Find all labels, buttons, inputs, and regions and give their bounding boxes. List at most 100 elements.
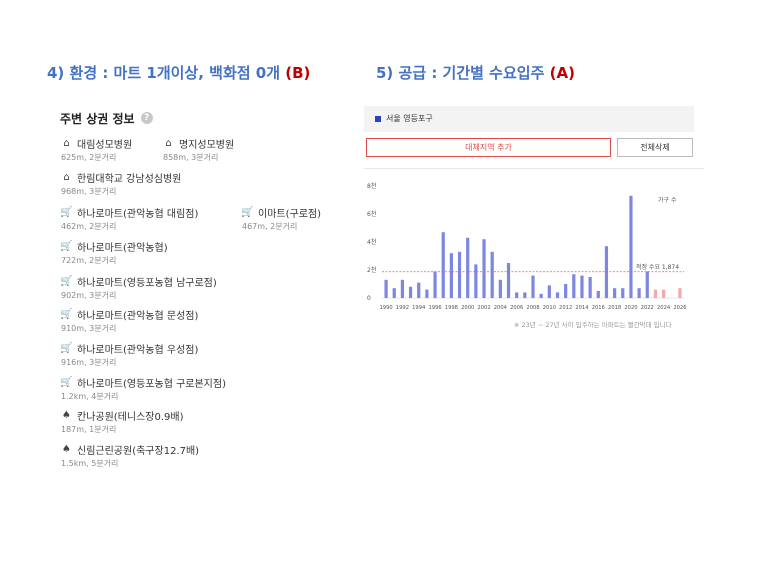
poi-name: 한림대학교 강남성심병원 bbox=[77, 174, 182, 185]
reference-label: 적정 수요 1,874 bbox=[636, 264, 679, 271]
poi-distance: 916m, 3분거리 bbox=[61, 358, 117, 367]
card-divider bbox=[364, 168, 704, 169]
heading-supply-text: 5) 공급 : 기간별 수요입주 bbox=[376, 64, 550, 82]
x-tick-label: 2016 bbox=[592, 305, 605, 311]
panel-title: 주변 상권 정보 ? bbox=[60, 110, 360, 126]
bar-2009 bbox=[539, 293, 543, 298]
poi-item[interactable]: ⌂ 명지성모병원 858m, 3분거리 bbox=[162, 137, 234, 163]
bar-1996 bbox=[433, 271, 437, 298]
bar-1993 bbox=[408, 286, 413, 298]
bar-2016 bbox=[596, 291, 600, 298]
x-tick-label: 2014 bbox=[575, 305, 589, 311]
cart-icon: 🛒 bbox=[241, 207, 254, 218]
poi-name-row: ♠ 칸나공원(테니스장0.9배) bbox=[60, 409, 184, 423]
y-tick-label: 2천 bbox=[367, 266, 376, 274]
bar-2011 bbox=[555, 292, 560, 298]
poi-name: 이마트(구로점) bbox=[258, 209, 322, 220]
poi-name-row: ⌂ 한림대학교 강남성심병원 bbox=[60, 171, 182, 185]
region-name: 서울 영등포구 bbox=[386, 114, 433, 123]
heading-supply-tag: (A) bbox=[549, 64, 575, 82]
bar-2013 bbox=[572, 274, 576, 298]
bar-2001 bbox=[474, 264, 478, 298]
poi-item[interactable]: ♠ 칸나공원(테니스장0.9배) 187m, 1분거리 bbox=[60, 409, 184, 435]
poi-distance: 625m, 2분거리 bbox=[61, 153, 117, 162]
bar-2015 bbox=[588, 277, 592, 298]
cart-icon: 🛒 bbox=[60, 207, 73, 218]
poi-item[interactable]: 🛒 하나로마트(영등포농협 구로본지점) 1.2km, 4분거리 bbox=[60, 376, 226, 402]
poi-name-row: 🛒 하나로마트(관악농협) bbox=[60, 240, 168, 254]
help-icon[interactable]: ? bbox=[140, 112, 153, 124]
heading-environment-text: 4) 환경 : 마트 1개이상, 백화점 0개 bbox=[47, 64, 286, 82]
x-tick-label: 1996 bbox=[428, 305, 441, 311]
poi-item[interactable]: 🛒 하나로마트(영등포농협 남구로점) 902m, 3분거리 bbox=[60, 275, 217, 301]
x-tick-label: 1998 bbox=[445, 305, 458, 311]
bar-1998 bbox=[449, 253, 453, 298]
poi-name-row: 🛒 하나로마트(관악농협 문성점) bbox=[60, 308, 198, 322]
add-region-button[interactable]: 대체지역 추가 bbox=[366, 138, 611, 157]
bar-2005 bbox=[506, 263, 511, 298]
bar-2004 bbox=[498, 279, 502, 298]
poi-item[interactable]: 🛒 하나로마트(관악농협 우성점) 916m, 3분거리 bbox=[60, 342, 198, 368]
y-tick-label: 0 bbox=[367, 295, 371, 302]
bar-2026 bbox=[678, 288, 682, 298]
park-icon: ♠ bbox=[62, 410, 71, 421]
cart-icon: 🛒 bbox=[60, 276, 73, 287]
bar-2010 bbox=[547, 285, 551, 298]
poi-name: 하나로마트(영등포농협 남구로점) bbox=[77, 278, 217, 289]
y-tick-label: 8천 bbox=[367, 182, 376, 190]
section-heading-supply: 5) 공급 : 기간별 수요입주 (A) bbox=[376, 62, 575, 83]
bar-2002 bbox=[482, 239, 486, 298]
x-tick-label: 1992 bbox=[396, 305, 409, 311]
poi-distance: 910m, 3분거리 bbox=[61, 324, 117, 333]
poi-item[interactable]: 🛒 이마트(구로점) 467m, 2분거리 bbox=[241, 206, 321, 232]
bar-1994 bbox=[417, 282, 421, 298]
poi-item[interactable]: ⌂ 대림성모병원 625m, 2분거리 bbox=[60, 137, 132, 163]
cart-icon: 🛒 bbox=[60, 377, 73, 388]
y-tick-label: 4천 bbox=[367, 238, 376, 246]
x-tick-label: 2002 bbox=[477, 305, 490, 311]
bar-1999 bbox=[457, 251, 462, 298]
y-tick-label: 6천 bbox=[367, 210, 376, 218]
bar-2008 bbox=[531, 275, 535, 298]
heading-environment-tag: (B) bbox=[285, 64, 311, 82]
bar-2022 bbox=[645, 271, 649, 298]
bar-1992 bbox=[400, 279, 405, 298]
poi-name-row: 🛒 하나로마트(관악농협 우성점) bbox=[60, 342, 198, 356]
poi-distance: 467m, 2분거리 bbox=[242, 222, 298, 231]
poi-name: 하나로마트(관악농협) bbox=[77, 243, 168, 254]
x-tick-label: 2000 bbox=[461, 305, 474, 311]
clear-all-button[interactable]: 전체삭제 bbox=[617, 138, 693, 157]
poi-item[interactable]: 🛒 하나로마트(관악농협 대림점) 462m, 2분거리 bbox=[60, 206, 198, 232]
poi-name-row: 🛒 하나로마트(영등포농협 남구로점) bbox=[60, 275, 217, 289]
x-tick-label: 2026 bbox=[673, 305, 686, 311]
poi-name: 칸나공원(테니스장0.9배) bbox=[77, 412, 184, 423]
poi-item[interactable]: ⌂ 한림대학교 강남성심병원 968m, 3분거리 bbox=[60, 171, 181, 197]
bar-1990 bbox=[384, 279, 388, 298]
poi-distance: 902m, 3분거리 bbox=[61, 291, 117, 300]
poi-item[interactable]: 🛒 하나로마트(관악농협 문성점) 910m, 3분거리 bbox=[60, 308, 198, 334]
park-icon: ♠ bbox=[62, 444, 71, 455]
poi-name: 하나로마트(영등포농협 구로본지점) bbox=[77, 379, 226, 390]
bar-2024 bbox=[661, 289, 666, 298]
cart-icon: 🛒 bbox=[60, 309, 73, 320]
x-tick-label: 2020 bbox=[624, 305, 637, 311]
poi-item[interactable]: ♠ 신림근린공원(축구장12.7배) 1.5km, 5분거리 bbox=[60, 443, 199, 469]
poi-name-row: ⌂ 대림성모병원 bbox=[60, 137, 132, 151]
poi-distance: 1.5km, 5분거리 bbox=[61, 459, 119, 468]
poi-distance: 187m, 1분거리 bbox=[61, 425, 117, 434]
bar-2021 bbox=[637, 288, 641, 298]
x-tick-label: 2008 bbox=[526, 305, 539, 311]
region-color-marker bbox=[375, 116, 381, 122]
poi-item[interactable]: 🛒 하나로마트(관악농협) 722m, 2분거리 bbox=[60, 240, 168, 266]
card-header: 서울 영등포구 bbox=[364, 106, 694, 132]
x-tick-label: 2004 bbox=[494, 305, 508, 311]
poi-distance: 968m, 3분거리 bbox=[61, 187, 117, 196]
cart-icon: 🛒 bbox=[60, 343, 73, 354]
x-tick-label: 2018 bbox=[608, 305, 621, 311]
poi-name-row: ⌂ 명지성모병원 bbox=[162, 137, 234, 151]
poi-distance: 722m, 2분거리 bbox=[61, 256, 117, 265]
bar-2014 bbox=[580, 275, 584, 298]
poi-name-row: 🛒 하나로마트(영등포농협 구로본지점) bbox=[60, 376, 226, 390]
x-tick-label: 2010 bbox=[543, 305, 556, 311]
